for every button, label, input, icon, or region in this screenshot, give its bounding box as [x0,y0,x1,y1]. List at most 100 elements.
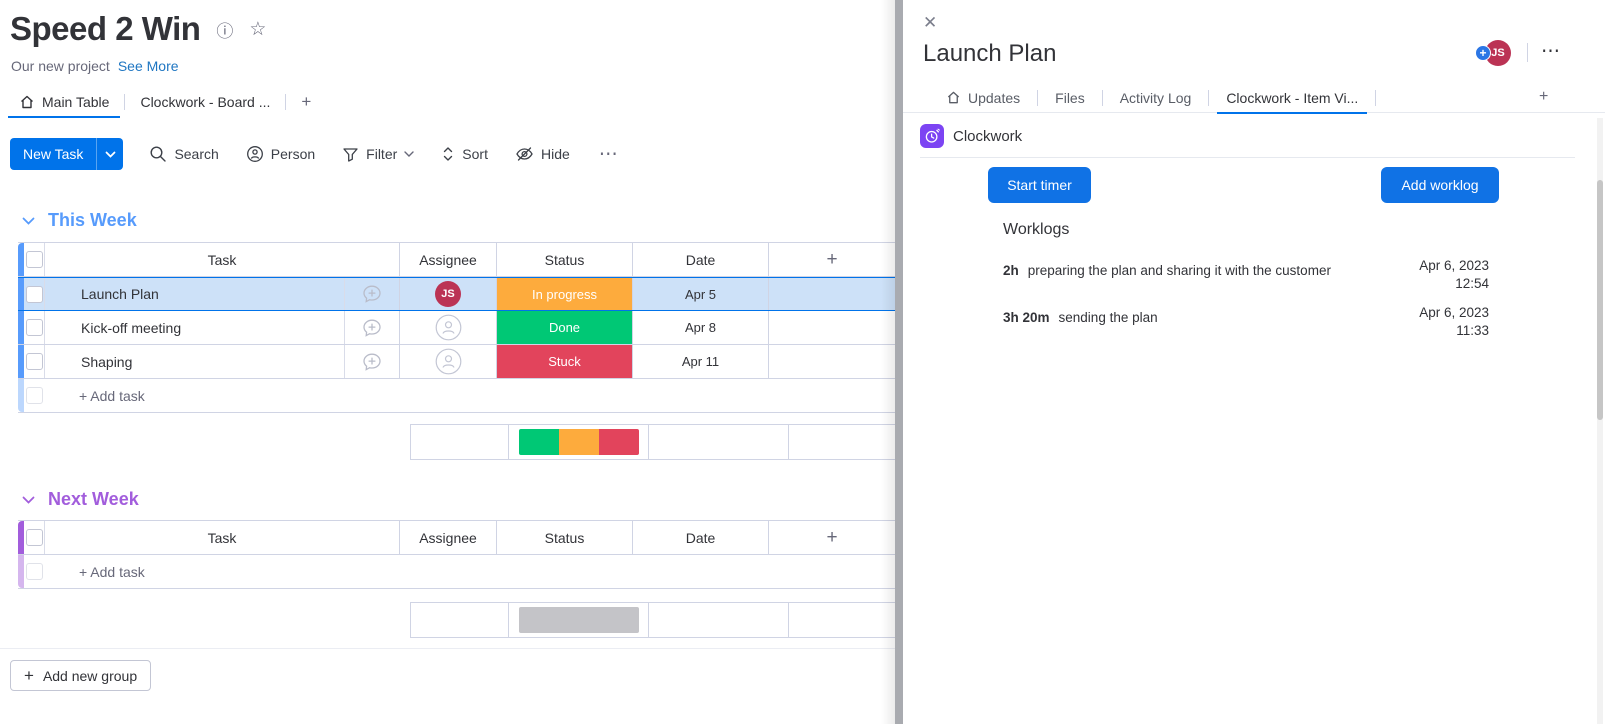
group-title[interactable]: Next Week [48,489,139,509]
item-title[interactable]: Launch Plan [923,40,1057,67]
avatar[interactable]: JS [435,281,461,307]
worklog-row[interactable]: 2h preparing the plan and sharing it with… [1003,258,1489,291]
see-more-link[interactable]: See More [117,58,179,74]
add-view-button[interactable]: + [301,91,312,111]
add-column-button[interactable]: + [826,248,838,270]
add-task-button[interactable]: + Add task [79,387,145,404]
add-task-row[interactable]: + Add task [18,379,895,413]
collapse-chevron-icon[interactable] [22,496,35,504]
checkbox[interactable] [25,319,43,336]
row-checkbox-cell[interactable] [24,278,45,310]
new-task-dropdown-arrow[interactable] [96,138,123,170]
row-checkbox-cell[interactable] [24,345,45,378]
eye-slash-icon [515,146,534,162]
checkbox[interactable] [25,285,43,303]
board-description: Our new project See More [11,58,179,74]
filter-button[interactable]: Filter [342,146,414,163]
worklog-row[interactable]: 3h 20m sending the plan Apr 6, 2023 11:33 [1003,305,1489,338]
info-icon[interactable]: ⓘ [216,21,234,41]
date-cell[interactable]: Apr 8 [633,311,769,344]
sort-button[interactable]: Sort [441,145,488,163]
plus-icon: + [24,665,34,685]
status-battery[interactable] [519,607,639,633]
column-header-task[interactable]: Task [207,529,237,546]
group-header-this-week[interactable]: This Week [22,210,137,231]
checkbox[interactable] [25,353,43,370]
add-update-bubble-icon[interactable] [344,311,399,344]
new-task-label[interactable]: New Task [23,146,84,162]
column-header-task[interactable]: Task [207,251,237,268]
status-badge[interactable]: Stuck [497,345,632,378]
table-row-launch-plan[interactable]: Launch Plan JS In progress Apr 5 [18,277,895,311]
status-battery[interactable] [519,429,639,455]
status-cell[interactable]: In progress [497,278,633,310]
column-header-status[interactable]: Status [497,521,633,554]
add-task-button[interactable]: + Add task [79,563,145,580]
tab-files[interactable]: Files [1042,83,1098,113]
select-all-checkbox-cell[interactable] [24,243,45,276]
column-header-date[interactable]: Date [633,521,769,554]
add-update-bubble-icon[interactable] [344,345,399,378]
person-label: Person [270,146,316,162]
tab-clockwork-board[interactable]: Clockwork - Board ... [129,86,281,117]
battery-segment-stuck[interactable] [599,429,639,455]
checkbox [26,387,43,404]
page-title[interactable]: Speed 2 Win [10,10,201,47]
status-badge[interactable]: In progress [497,278,632,310]
add-worklog-button[interactable]: Add worklog [1381,167,1499,203]
add-update-bubble-icon[interactable] [344,278,399,310]
chevron-down-icon[interactable] [404,151,414,157]
search-button[interactable]: Search [149,145,219,163]
tab-main-table[interactable]: Main Table [8,86,121,118]
tab-activity-log[interactable]: Activity Log [1107,83,1205,113]
status-badge[interactable]: Done [497,311,632,344]
select-all-checkbox-cell[interactable] [24,521,45,554]
checkbox[interactable] [25,529,43,546]
assignee-cell[interactable]: JS [400,278,497,310]
column-header-status[interactable]: Status [497,243,633,276]
date-cell[interactable]: Apr 11 [633,345,769,378]
column-header-assignee[interactable]: Assignee [400,521,497,554]
assignee-cell[interactable] [400,345,497,378]
date-cell[interactable]: Apr 5 [633,278,769,310]
column-header-date[interactable]: Date [633,243,769,276]
table-row-shaping[interactable]: Shaping Stuck Apr 11 [18,345,895,379]
column-header-assignee[interactable]: Assignee [400,243,497,276]
checkbox[interactable] [25,251,43,268]
panel-more-button[interactable]: ⋯ [1541,41,1561,62]
battery-segment-empty[interactable] [519,607,639,633]
task-name-cell[interactable]: Launch Plan [45,278,344,310]
panel-scrollbar-thumb[interactable] [1597,180,1603,420]
battery-segment-done[interactable] [519,429,559,455]
panel-resize-divider[interactable] [895,0,903,724]
add-tab-button[interactable]: + [1539,88,1549,105]
add-new-group-button[interactable]: + Add new group [10,660,152,691]
tab-label: Clockwork - Item Vi... [1226,89,1359,106]
toolbar-more-button[interactable]: ⋯ [598,143,619,165]
task-name-cell[interactable]: Shaping [81,353,133,370]
collapse-chevron-icon[interactable] [22,217,35,225]
favorite-star-icon[interactable]: ☆ [249,18,267,40]
assignee-cell[interactable] [400,311,497,344]
status-cell[interactable]: Done [497,311,633,344]
new-task-button[interactable]: New Task [10,138,124,170]
row-checkbox-cell[interactable] [24,311,45,344]
status-cell[interactable]: Stuck [497,345,633,378]
hide-button[interactable]: Hide [515,146,570,162]
add-subscriber-badge[interactable]: + [1475,45,1491,61]
battery-segment-in-progress[interactable] [559,429,599,455]
start-timer-button[interactable]: Start timer [988,167,1091,203]
close-icon[interactable]: ✕ [923,13,938,32]
tab-updates[interactable]: Updates [933,83,1033,113]
subscribers-avatars[interactable]: + JS [1475,39,1513,67]
task-name-cell[interactable]: Kick-off meeting [81,319,182,336]
group-title[interactable]: This Week [48,210,137,230]
tab-separator [124,93,126,110]
person-filter-button[interactable]: Person [246,145,315,163]
add-column-button[interactable]: + [826,526,838,548]
tab-clockwork-item-view[interactable]: Clockwork - Item Vi... [1213,83,1371,114]
worklog-duration: 3h 20m [1003,310,1050,325]
table-row-kick-off-meeting[interactable]: Kick-off meeting Done Apr 8 [18,311,895,345]
group-header-next-week[interactable]: Next Week [22,489,139,510]
add-task-row[interactable]: + Add task [18,555,895,589]
